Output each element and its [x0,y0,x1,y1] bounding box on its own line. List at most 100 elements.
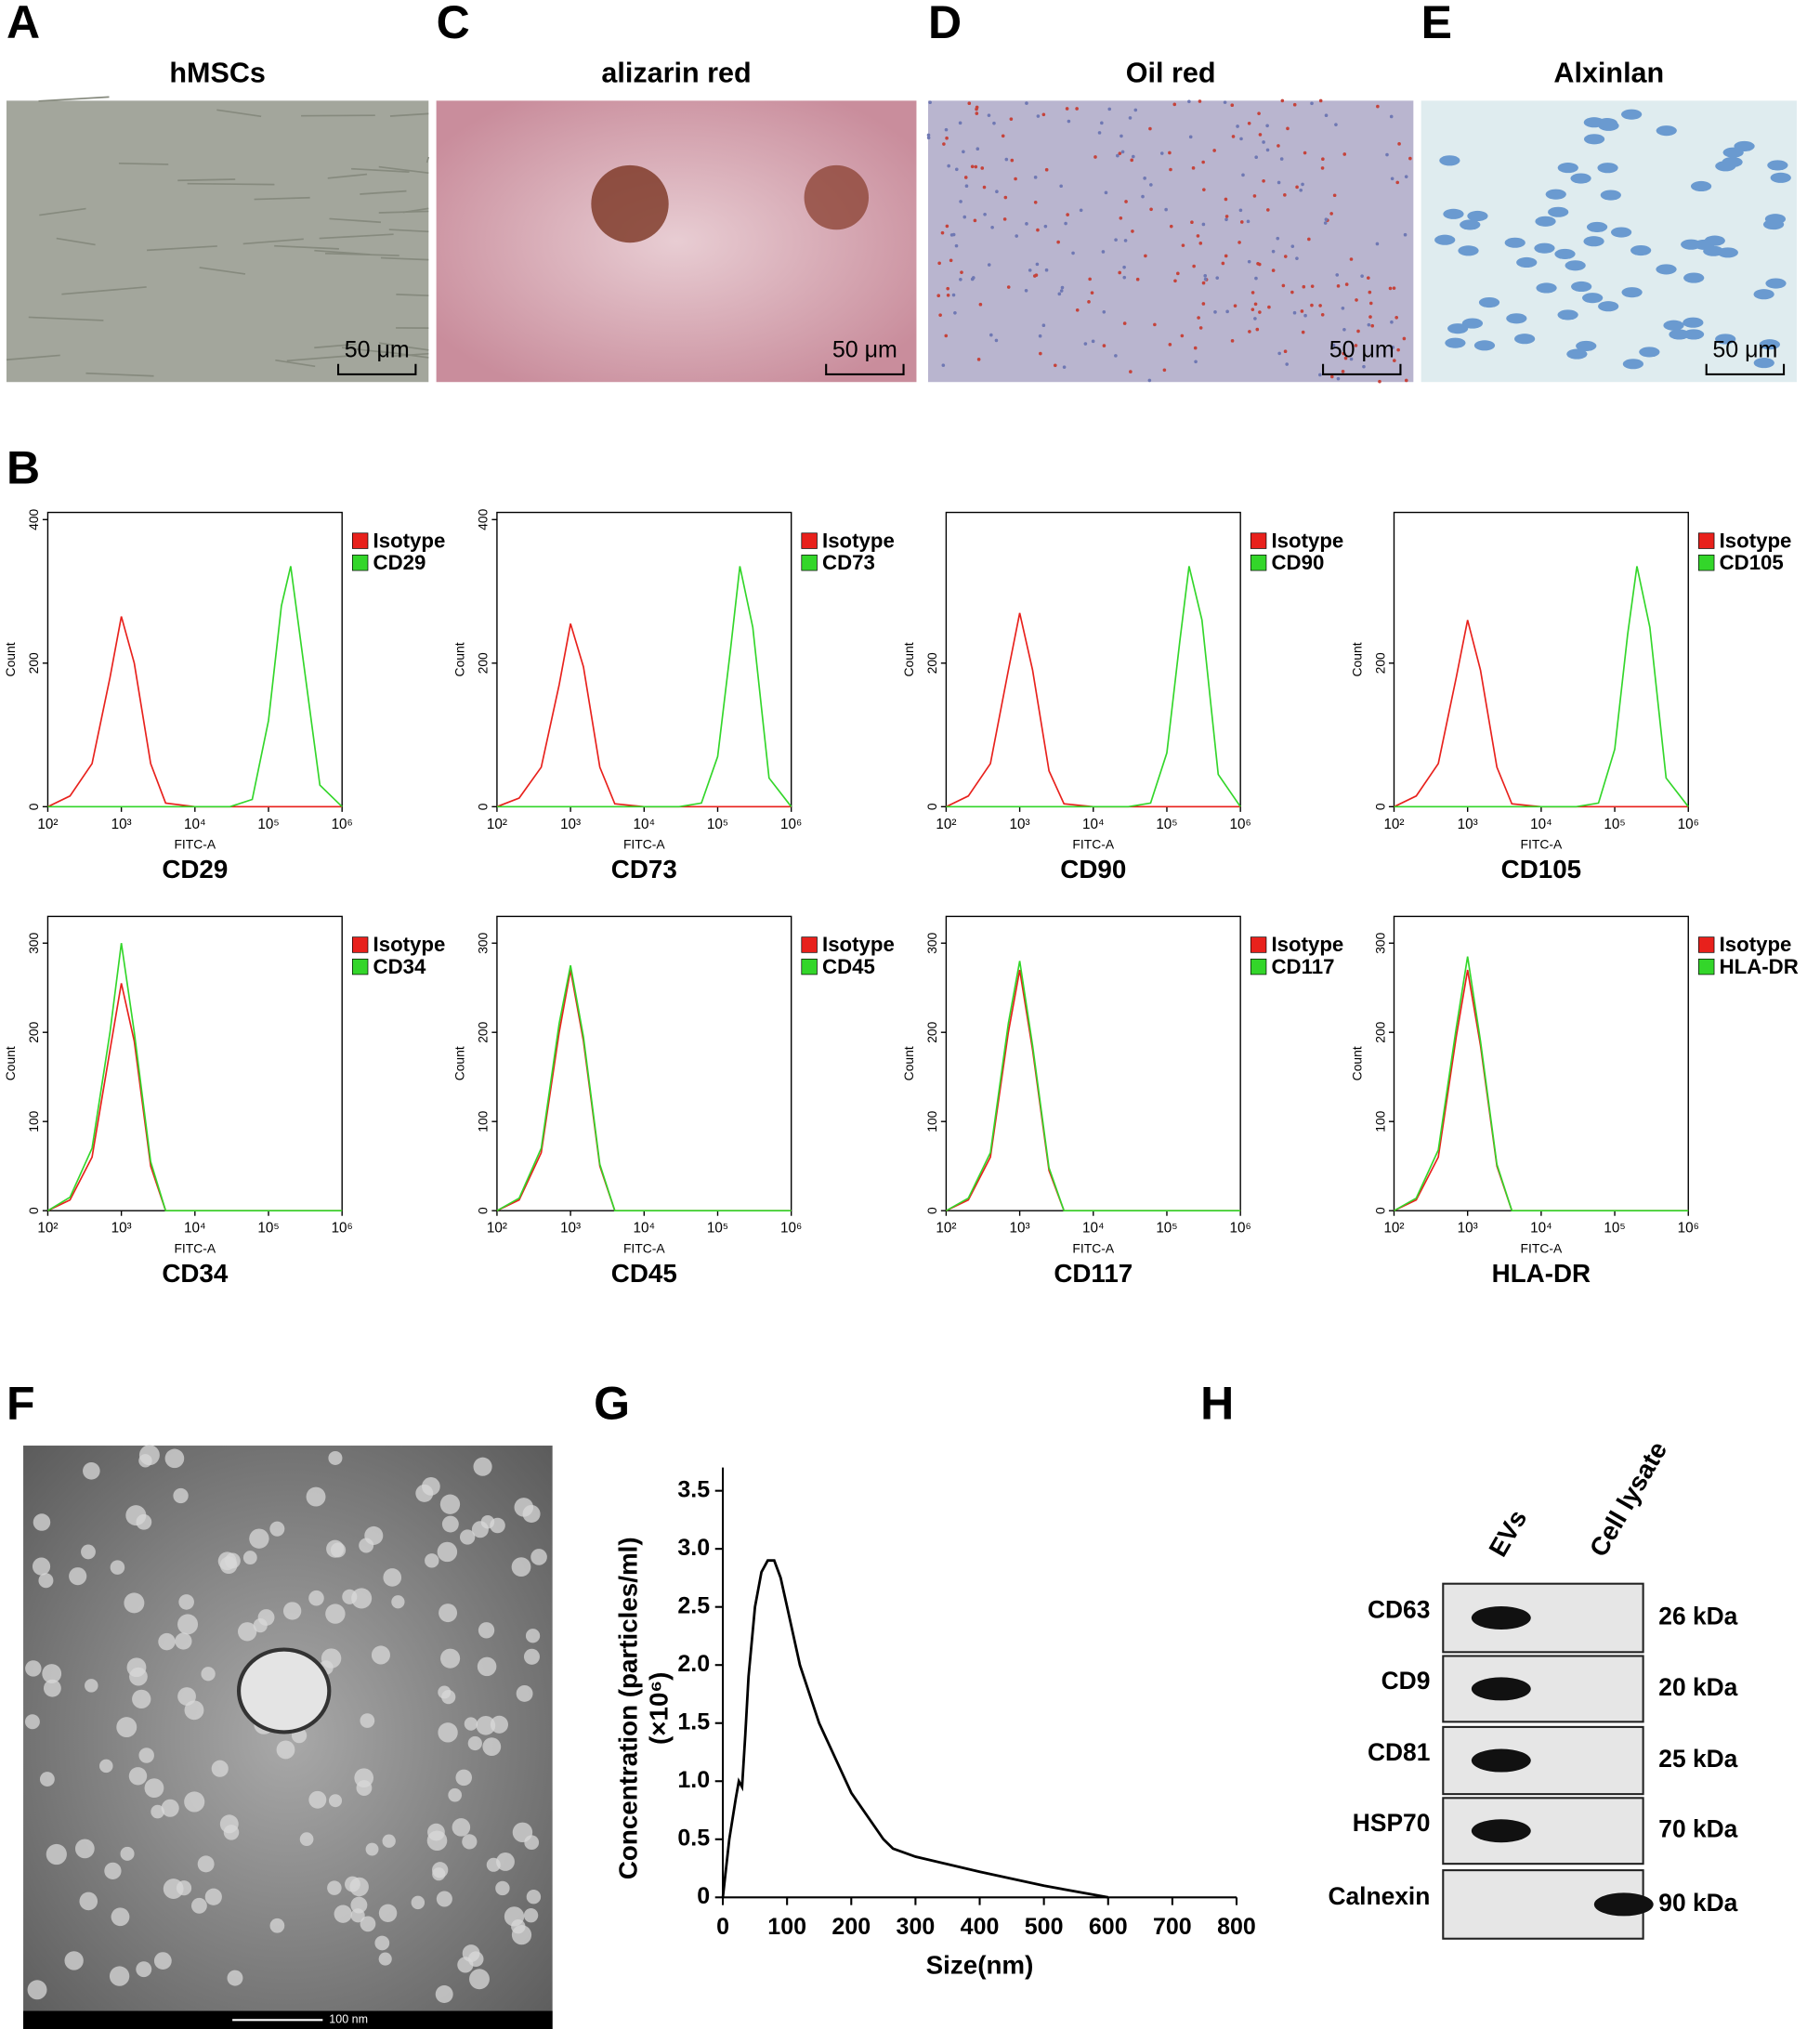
stain [1341,370,1345,373]
x-tick-label: 10³ [111,1221,132,1237]
x-tick-label: 700 [1153,1914,1192,1940]
cell [39,207,86,216]
stain [954,167,959,172]
stain [1129,370,1133,373]
stain [1180,334,1185,338]
stain [1403,232,1408,237]
legend-swatch [801,936,818,953]
y-tick-label: 0 [26,1207,41,1214]
vesicle [391,1595,405,1609]
stain [1120,150,1125,154]
y-tick-label: 400 [26,508,41,530]
cell [1534,242,1555,254]
stain [1075,107,1079,111]
vesicle [360,1916,376,1932]
vesicle [422,1477,440,1496]
stain [1283,349,1288,354]
stain [1279,157,1284,161]
cell [1681,239,1702,250]
stain [973,218,977,223]
stain [1075,308,1080,312]
legend-label: CD117 [1272,955,1335,978]
stain [1224,197,1228,202]
y-tick-label: 3.0 [677,1535,710,1561]
legend-label: CD73 [822,551,875,574]
vesicle [43,1679,61,1697]
x-tick-label: 10⁵ [257,1221,279,1237]
x-axis-title: FITC-A [623,1241,665,1256]
stain [953,310,957,315]
vesicle [436,1891,452,1907]
cell [1704,235,1725,246]
stain [1119,134,1123,138]
stain [949,258,953,263]
cell [1598,120,1619,131]
stain [1332,193,1337,198]
stain [936,294,941,298]
cell [319,233,394,240]
stain [1255,327,1260,332]
stain [1310,303,1314,308]
stain [1236,124,1239,128]
vesicle [523,1907,539,1923]
stain [1114,238,1118,242]
chart-title: CD34 [162,1259,229,1288]
vesicle [120,1846,135,1861]
y-axis-title: Count [1349,1046,1364,1080]
stain [1330,374,1334,379]
cell [1753,289,1774,300]
vesicle [526,1889,542,1905]
histogram-line [945,961,1241,1212]
histogram-line [47,616,343,808]
cell [1536,282,1557,294]
stain [1122,265,1126,269]
legend-swatch [351,532,369,549]
x-tick-label: 10³ [560,817,581,832]
protein-label: CD63 [1368,1596,1430,1624]
y-tick-label: 300 [1372,932,1387,953]
legend-label: Isotype [822,529,895,552]
legend-swatch [801,555,818,571]
stain [1368,301,1373,306]
stain [1118,270,1121,275]
stain [1334,123,1338,126]
cell [1586,221,1608,232]
cell [1445,337,1466,348]
stain [1276,236,1280,241]
cell [274,244,339,250]
stain [1356,329,1360,334]
x-tick-label: 800 [1217,1914,1256,1940]
vesicle [426,1830,448,1852]
stain [1107,107,1112,111]
stain [1198,99,1202,103]
cell [275,359,316,368]
vesicle [441,1515,459,1533]
cell [1722,156,1743,168]
stain [1392,286,1396,290]
stain [967,101,972,106]
cell [1583,134,1605,145]
stain [1395,180,1400,185]
vesicle [253,1618,268,1633]
cell [1557,163,1578,174]
vesicle [81,1544,96,1560]
y-tick-label: 300 [924,932,939,953]
stain [1329,212,1333,216]
vesicle [425,1553,439,1568]
stain [1375,242,1380,246]
stain [1257,111,1261,115]
vesicle [136,1961,152,1978]
vesicle [496,1852,515,1871]
y-tick-label: 300 [476,932,491,953]
x-axis-title: FITC-A [174,837,216,852]
stain [987,263,991,267]
vesicle [486,1857,501,1872]
cell [254,196,310,201]
cell [1571,281,1592,293]
cell [1506,313,1527,324]
micrograph-title: hMSCs [169,58,266,89]
stain [1169,224,1173,229]
legend-swatch [351,958,369,975]
y-axis-title: Count [3,642,18,676]
band [1471,1748,1531,1773]
